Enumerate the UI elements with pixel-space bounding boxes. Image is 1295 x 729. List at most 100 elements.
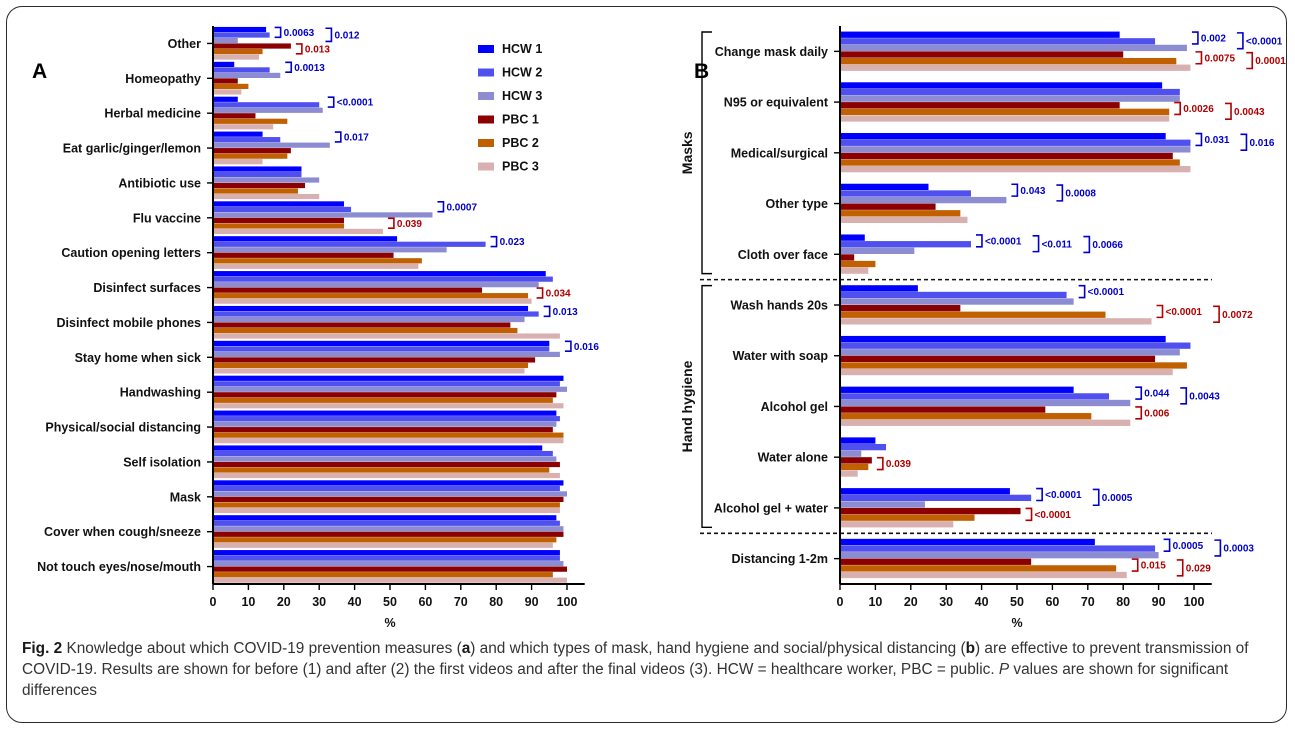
bar-a-hcw-2-stay-home-when-sick (213, 346, 550, 352)
significance-bracket-b (1032, 234, 1040, 253)
bar-a-pbc-2-disinfect-mobile-phones (213, 327, 518, 334)
bar-b-hcw-1-change-mask-daily (840, 31, 1120, 38)
bar-a-pbc-2-herbal-medicine (213, 118, 288, 124)
significance-bracket-b (1156, 304, 1164, 319)
p-value-label-b: 0.0001 (1255, 56, 1286, 67)
bar-b-hcw-3-n95-or-equivalent (840, 95, 1180, 102)
bar-a-pbc-2-handwashing (213, 397, 553, 403)
category-label-a-handwashing: Handwashing (120, 386, 201, 400)
bar-a-hcw-3-stay-home-when-sick (213, 351, 560, 358)
bar-b-pbc-1-other-type (840, 203, 936, 210)
bar-a-pbc-1-antibiotic-use (213, 182, 306, 189)
bar-b-pbc-3-wash-hands-20s (840, 318, 1152, 325)
bar-b-hcw-1-water-alone (840, 437, 876, 444)
bar-a-hcw-2-other (213, 32, 270, 38)
bar-a-hcw-3-not-touch-eyes-nose-mouth (213, 561, 564, 567)
p-value-label-b: 0.043 (1020, 186, 1045, 197)
bar-b-hcw-1-alcohol-gel (840, 386, 1074, 393)
category-label-b-alcohol-gel: Alcohol gel (761, 400, 828, 414)
bar-b-hcw-3-water-with-soap (840, 349, 1180, 356)
p-value-label-b: <0.0001 (1246, 36, 1283, 47)
legend-swatch-hcw-1 (478, 45, 494, 53)
bar-a-hcw-3-cover-when-cough-sneeze (213, 526, 564, 532)
bar-b-hcw-1-other-type (840, 183, 929, 191)
bar-a-hcw-3-handwashing (213, 386, 567, 392)
significance-bracket-b (1213, 305, 1220, 323)
bar-b-pbc-3-n95-or-equivalent (840, 115, 1170, 122)
bar-b-hcw-1-water-with-soap (840, 335, 1166, 343)
p-value-label-b: 0.0043 (1189, 391, 1220, 402)
category-label-b-change-mask-daily: Change mask daily (715, 45, 828, 59)
bar-a-hcw-3-physical-social-distancing (213, 421, 557, 427)
x-tick-label-a: 20 (277, 595, 291, 609)
bar-a-hcw-3-disinfect-surfaces (213, 282, 539, 288)
bar-a-hcw-2-eat-garlic-ginger-lemon (213, 137, 281, 143)
significance-bracket-b (1056, 184, 1064, 202)
bar-a-hcw-1-physical-social-distancing (213, 410, 557, 416)
category-label-a-antibiotic-use: Antibiotic use (118, 176, 201, 190)
bar-a-pbc-2-physical-social-distancing (213, 432, 564, 438)
significance-bracket-b (1174, 101, 1182, 116)
x-tick-label-b: 70 (1081, 595, 1095, 609)
p-value-label-b: 0.0075 (1204, 53, 1235, 64)
bar-a-hcw-2-self-isolation (213, 450, 553, 457)
p-value-label-b: 0.044 (1144, 389, 1169, 400)
bar-a-pbc-1-other (213, 43, 291, 49)
bar-a-hcw-3-self-isolation (213, 456, 557, 462)
bar-a-hcw-3-homeopathy (213, 72, 281, 79)
category-label-b-alcohol-gel-water: Alcohol gel + water (714, 501, 828, 515)
x-tick-label-a: 10 (241, 595, 255, 609)
bar-a-pbc-1-handwashing (213, 392, 557, 398)
bar-b-hcw-2-distancing-1-2m (840, 545, 1156, 552)
x-tick-label-b: 10 (868, 595, 882, 609)
bar-a-pbc-2-homeopathy (213, 83, 249, 90)
caption-b: b (965, 640, 976, 657)
caption-a: a (461, 640, 471, 657)
bar-a-pbc-3-mask (213, 507, 560, 514)
bar-a-pbc-3-eat-garlic-ginger-lemon (213, 159, 263, 165)
bar-b-hcw-2-water-with-soap (840, 342, 1191, 349)
p-value-label-b: 0.0008 (1065, 189, 1096, 200)
bar-b-pbc-1-water-with-soap (840, 355, 1156, 363)
p-value-label-b: 0.0026 (1183, 104, 1214, 115)
x-tick-label-a: 70 (454, 595, 468, 609)
bar-a-pbc-1-physical-social-distancing (213, 427, 553, 433)
category-label-a-not-touch-eyes-nose-mouth: Not touch eyes/nose/mouth (37, 560, 201, 574)
bar-b-pbc-2-alcohol-gel-water (840, 514, 975, 521)
bar-b-hcw-2-other-type (840, 190, 971, 197)
caption-text-1: Knowledge about which COVID-19 preventio… (62, 640, 462, 657)
bar-a-pbc-2-self-isolation (213, 467, 550, 473)
bar-a-pbc-3-homeopathy (213, 89, 242, 95)
p-value-label-b: 0.0003 (1223, 544, 1254, 555)
p-value-label-b: <0.0001 (985, 237, 1022, 248)
significance-bracket-a (295, 43, 303, 55)
bar-b-hcw-3-wash-hands-20s (840, 298, 1074, 305)
p-value-label-a: <0.0001 (337, 98, 374, 109)
x-tick-label-b: 100 (1184, 595, 1205, 609)
bar-a-pbc-1-not-touch-eyes-nose-mouth (213, 566, 567, 572)
bar-a-hcw-1-caution-opening-letters (213, 236, 398, 242)
legend-label-hcw-3: HCW 3 (502, 89, 542, 103)
significance-bracket-b (1180, 387, 1188, 405)
bar-a-pbc-2-flu-vaccine (213, 223, 344, 229)
p-value-label-a: 0.0007 (446, 202, 477, 213)
bar-a-hcw-2-flu-vaccine (213, 206, 352, 213)
bar-a-hcw-1-flu-vaccine (213, 201, 344, 207)
x-tick-label-a: 100 (557, 595, 578, 609)
figure-frame (6, 6, 1287, 723)
bar-b-hcw-1-wash-hands-20s (840, 285, 918, 292)
x-tick-label-b: 50 (1010, 595, 1024, 609)
bar-b-hcw-2-alcohol-gel (840, 393, 1110, 400)
x-tick-label-b: 90 (1152, 595, 1166, 609)
bar-a-hcw-3-caution-opening-letters (213, 247, 447, 253)
bar-b-hcw-1-medical-surgical (840, 133, 1166, 140)
category-label-b-cloth-over-face: Cloth over face (738, 248, 828, 262)
category-label-a-disinfect-surfaces: Disinfect surfaces (93, 281, 201, 295)
bar-b-pbc-3-alcohol-gel-water (840, 521, 954, 528)
bar-a-hcw-2-caution-opening-letters (213, 241, 486, 247)
p-value-label-a: 0.013 (553, 307, 578, 318)
significance-bracket-a (490, 235, 498, 248)
x-tick-label-a: 60 (418, 595, 432, 609)
p-value-label-b: 0.006 (1144, 408, 1169, 419)
p-value-label-b: 0.015 (1141, 561, 1166, 572)
